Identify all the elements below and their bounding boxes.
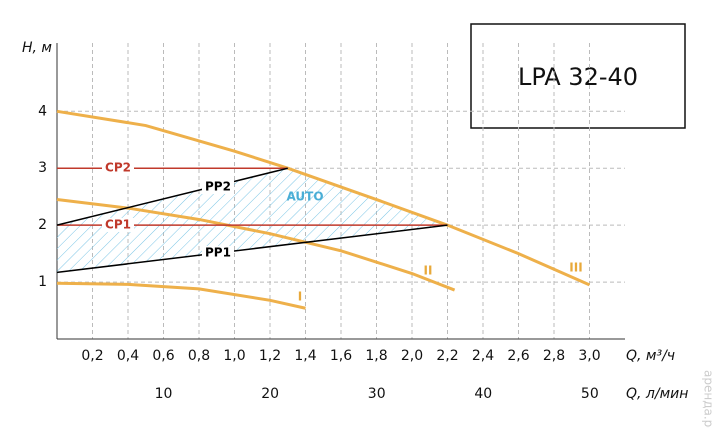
series-line bbox=[56, 167, 288, 226]
annotation: AUTO bbox=[286, 190, 323, 204]
series-label: PP2 bbox=[205, 180, 231, 194]
x-tick-label: 1,6 bbox=[330, 348, 352, 364]
chart-title: LPA 32-40 bbox=[518, 63, 638, 91]
label-bg bbox=[202, 180, 234, 194]
series-line bbox=[56, 224, 448, 274]
label-bg bbox=[102, 218, 134, 232]
title-box bbox=[470, 23, 686, 129]
x-tick-label: 2,8 bbox=[543, 348, 565, 364]
watermark: аренда.рф bbox=[702, 370, 716, 428]
x2-axis-label: Q, л/мин bbox=[626, 386, 688, 402]
x-tick-label: 1,8 bbox=[365, 348, 387, 364]
y-tick-label: 1 bbox=[38, 274, 47, 290]
x-tick-label: 2,2 bbox=[436, 348, 458, 364]
x-tick-label: 2,4 bbox=[472, 348, 494, 364]
x-tick-label: 1,2 bbox=[259, 348, 281, 364]
x-tick-label: 0,4 bbox=[117, 348, 139, 364]
series-label: CP1 bbox=[105, 218, 131, 232]
x2-tick-label: 20 bbox=[261, 386, 279, 402]
x-tick-label: 2,0 bbox=[401, 348, 423, 364]
label-bg bbox=[202, 246, 234, 260]
label-bg bbox=[102, 161, 134, 175]
x-tick-label: 0,2 bbox=[81, 348, 103, 364]
series-label: PP1 bbox=[205, 246, 231, 260]
series-label: III bbox=[569, 261, 582, 275]
x-tick-label: 1,4 bbox=[294, 348, 316, 364]
series-line bbox=[56, 281, 306, 310]
x-tick-label: 2,6 bbox=[507, 348, 529, 364]
x2-tick-label: 50 bbox=[581, 386, 599, 402]
x-tick-label: 1,0 bbox=[223, 348, 245, 364]
x-tick-label: 0,6 bbox=[152, 348, 174, 364]
x-tick-label: 3,0 bbox=[578, 348, 600, 364]
x2-tick-label: 30 bbox=[368, 386, 386, 402]
series-label: II bbox=[424, 264, 433, 278]
y-tick-label: 4 bbox=[38, 103, 47, 119]
y-tick-label: 3 bbox=[38, 160, 47, 176]
series-label: I bbox=[298, 290, 302, 304]
x2-tick-label: 10 bbox=[155, 386, 173, 402]
y-tick-label: 2 bbox=[38, 217, 47, 233]
x-tick-label: 0,8 bbox=[188, 348, 210, 364]
auto-zone bbox=[57, 168, 448, 273]
y-axis-label: H, м bbox=[22, 40, 52, 56]
series-label: CP2 bbox=[105, 161, 131, 175]
x2-tick-label: 40 bbox=[474, 386, 492, 402]
x-axis-label: Q, м³/ч bbox=[626, 348, 675, 364]
series-line bbox=[56, 109, 591, 287]
